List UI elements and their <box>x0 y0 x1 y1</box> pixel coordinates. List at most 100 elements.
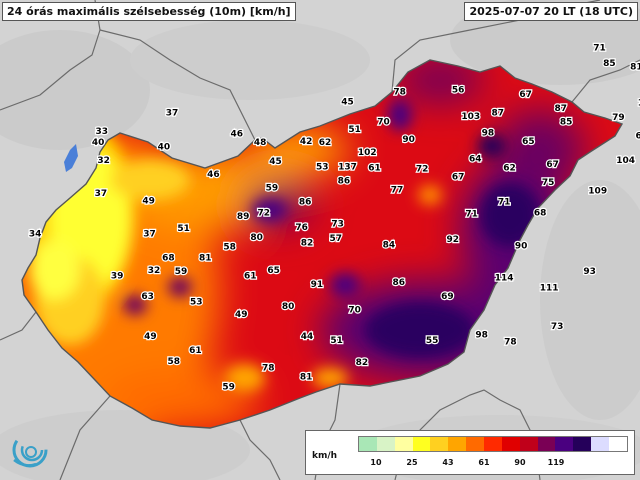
station-value: 61 <box>189 346 202 356</box>
station-value: 73 <box>551 322 564 332</box>
station-value: 81 <box>300 373 313 383</box>
legend-swatch <box>609 437 627 451</box>
station-value: 69 <box>441 292 454 302</box>
station-value: 77 <box>391 186 404 196</box>
legend-swatch <box>555 437 574 451</box>
station-value: 80 <box>282 302 295 312</box>
station-value: 93 <box>583 267 596 277</box>
station-value: 79 <box>612 113 625 123</box>
station-value: 37 <box>143 230 156 240</box>
station-value: 40 <box>158 143 171 153</box>
station-value: 70 <box>377 117 390 127</box>
station-value: 87 <box>492 109 505 119</box>
station-value: 78 <box>393 88 406 98</box>
legend-swatch <box>484 437 502 451</box>
color-legend: km/h 10 25 43 61 90 119 <box>305 430 635 475</box>
station-value: 51 <box>348 125 361 135</box>
station-value: 61 <box>244 271 257 281</box>
station-value: 53 <box>316 162 329 172</box>
station-value: 86 <box>338 177 351 187</box>
station-value: 56 <box>452 85 465 95</box>
station-value: 109 <box>588 187 607 197</box>
station-value: 81 <box>199 254 212 264</box>
station-value: 53 <box>190 298 203 308</box>
station-value: 37 <box>166 109 179 119</box>
station-value: 72 <box>416 165 429 175</box>
valid-time: 2025-07-07 20 LT (18 UTC) <box>464 2 638 21</box>
station-value: 32 <box>97 156 110 166</box>
station-value: 91 <box>311 280 324 290</box>
station-value: 72 <box>258 209 271 219</box>
legend-swatch <box>537 437 556 451</box>
station-value: 92 <box>447 235 460 245</box>
station-value: 51 <box>330 336 343 346</box>
station-value: 67 <box>519 90 532 100</box>
station-value: 59 <box>222 382 235 392</box>
station-value: 34 <box>29 230 42 240</box>
station-value: 131 <box>638 99 640 109</box>
station-value: 90 <box>402 135 415 145</box>
station-value: 98 <box>475 331 488 341</box>
station-value: 71 <box>593 44 606 54</box>
station-value: 45 <box>341 98 354 108</box>
station-value: 61 <box>368 164 381 174</box>
station-value: 86 <box>393 278 406 288</box>
station-value: 114 <box>495 274 514 284</box>
legend-swatch <box>466 437 485 451</box>
station-value: 70 <box>348 305 361 315</box>
station-value: 67 <box>452 172 465 182</box>
station-value: 111 <box>540 283 559 293</box>
station-value: 63 <box>141 292 154 302</box>
hungary-border <box>21 59 624 429</box>
station-value: 45 <box>269 157 282 167</box>
station-value: 32 <box>148 266 161 276</box>
station-value: 82 <box>356 358 369 368</box>
station-labels: 7158858110167785667451318790103877985377… <box>28 42 640 393</box>
legend-tick-label: 10 <box>370 458 382 467</box>
station-value: 82 <box>301 238 314 248</box>
station-value: 58 <box>223 243 236 253</box>
station-value: 68 <box>534 209 547 219</box>
station-value: 73 <box>331 220 344 230</box>
station-value: 49 <box>142 197 155 207</box>
station-value: 59 <box>175 267 188 277</box>
station-value: 37 <box>95 189 108 199</box>
station-value: 102 <box>358 148 377 158</box>
station-value: 78 <box>504 337 517 347</box>
legend-swatch <box>591 437 610 451</box>
station-value: 68 <box>162 254 175 264</box>
station-value: 48 <box>254 138 267 148</box>
legend-swatch <box>573 437 592 451</box>
station-value: 57 <box>330 234 343 244</box>
legend-swatch <box>519 437 538 451</box>
station-value: 90 <box>515 242 528 252</box>
station-value: 71 <box>465 210 478 220</box>
station-value: 84 <box>383 241 396 251</box>
map-title: 24 órás maximális szélsebesség (10m) [km… <box>2 2 296 21</box>
station-value: 40 <box>92 138 105 148</box>
legend-swatch <box>394 437 413 451</box>
station-value: 104 <box>616 156 635 166</box>
station-value: 42 <box>300 137 313 147</box>
legend-swatch <box>501 437 520 451</box>
station-value: 39 <box>111 271 124 281</box>
station-value: 76 <box>295 223 308 233</box>
station-value: 55 <box>426 336 439 346</box>
legend-tick-label: 119 <box>547 458 565 467</box>
station-value: 89 <box>237 212 250 222</box>
station-value: 33 <box>96 127 109 137</box>
station-value: 51 <box>177 224 190 234</box>
legend-swatch <box>448 437 467 451</box>
legend-swatch <box>376 437 395 451</box>
legend-swatch <box>359 437 377 451</box>
station-value: 64 <box>469 155 482 165</box>
station-value: 80 <box>250 233 263 243</box>
legend-colorbar <box>358 436 628 452</box>
station-value: 87 <box>555 104 568 114</box>
station-value: 103 <box>461 112 480 122</box>
station-value: 67 <box>546 160 559 170</box>
station-value: 49 <box>235 310 248 320</box>
station-value: 75 <box>542 178 555 188</box>
